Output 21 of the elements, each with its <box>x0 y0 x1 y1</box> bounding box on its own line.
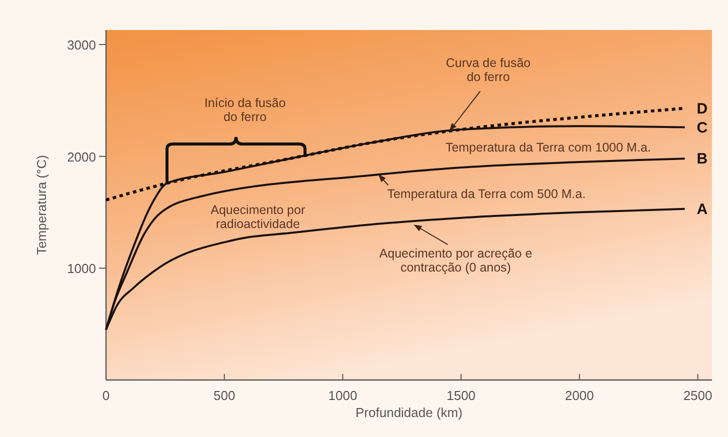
series-label: C <box>696 119 708 136</box>
annotation: Temperatura da Terra com 1000 M.a. <box>445 140 651 155</box>
x-tick-label: 500 <box>214 388 236 403</box>
y-tick-label: 1000 <box>67 261 96 276</box>
x-tick-label: 1500 <box>446 388 476 403</box>
x-axis-title: Profundidade (km) <box>356 405 462 420</box>
y-tick-label: 3000 <box>67 38 96 53</box>
annotation: Temperatura da Terra com 500 M.a. <box>387 187 586 202</box>
annotation: Curva de fusão do ferro <box>446 56 531 84</box>
annotation: Aquecimento por radioactividade <box>210 202 306 231</box>
x-tick-label: 0 <box>102 388 110 403</box>
series-label: A <box>696 200 708 218</box>
x-tick-label: 2500 <box>683 388 712 403</box>
annotation: Início da fusão do ferro <box>204 96 286 124</box>
x-tick-label: 2000 <box>564 388 594 403</box>
series-label: D <box>696 100 708 118</box>
series-label: B <box>696 150 708 168</box>
annotation: Aquecimento por acreção e contracção (0 anos) <box>379 246 532 275</box>
y-tick-label: 2000 <box>67 149 96 164</box>
y-axis-title: Temperatura (°C) <box>34 155 49 255</box>
x-tick-label: 1000 <box>328 388 358 403</box>
